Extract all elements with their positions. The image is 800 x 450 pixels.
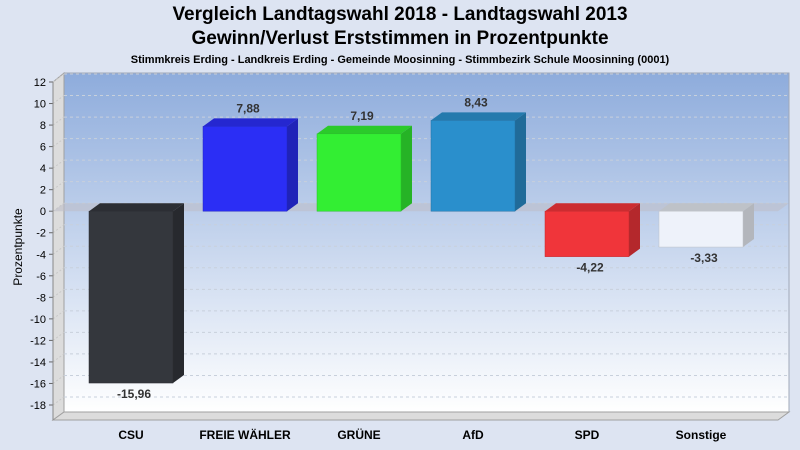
y-tick-label: -4: [36, 249, 46, 261]
bar-top: [431, 112, 526, 121]
data-label: 8,43: [464, 95, 488, 109]
bar-sonstige: [658, 210, 744, 248]
data-label: 7,88: [236, 101, 260, 115]
data-label: -4,22: [576, 261, 604, 275]
y-tick-label: -6: [36, 271, 46, 283]
y-tick-label: 6: [40, 142, 46, 154]
y-tick-label: -18: [30, 400, 46, 412]
y-tick-label: 12: [34, 77, 46, 89]
x-tick-label: CSU: [118, 428, 143, 442]
y-tick-label: -2: [36, 228, 46, 240]
x-tick-label: Sonstige: [676, 428, 727, 442]
y-tick-label: -14: [30, 357, 46, 369]
chart-title: Vergleich Landtagswahl 2018 - Landtagswa…: [172, 4, 628, 25]
bar-csu: [88, 210, 174, 384]
y-tick-label: 4: [40, 163, 46, 175]
y-tick-label: -10: [30, 314, 46, 326]
y-tick-label: 2: [40, 185, 46, 197]
left-wall: [52, 71, 65, 421]
bar-side: [173, 203, 184, 384]
bar-side: [629, 203, 640, 257]
floor: [51, 411, 791, 421]
data-label: -3,33: [690, 251, 718, 265]
bar-top: [203, 118, 298, 127]
x-tick-label: FREIE WÄHLER: [199, 427, 291, 442]
bar-freie-wähler: [202, 126, 288, 212]
y-tick-label: -12: [30, 335, 46, 347]
bar-top: [89, 203, 184, 212]
bar-grüne: [316, 133, 402, 212]
y-tick-label: -8: [36, 292, 46, 304]
bar-top: [545, 203, 640, 212]
bar-side: [287, 118, 298, 212]
y-tick-label: 10: [34, 99, 46, 111]
chart-subsubtitle: Stimmkreis Erding - Landkreis Erding - G…: [130, 54, 670, 66]
data-label: -15,96: [117, 387, 151, 401]
y-tick-label: 0: [40, 206, 46, 218]
x-tick-label: AfD: [462, 428, 484, 442]
bar-afd: [430, 120, 516, 212]
x-tick-label: GRÜNE: [337, 427, 380, 442]
bar-side: [401, 125, 412, 212]
data-label: 7,19: [350, 109, 374, 123]
y-axis-label: Prozentpunkte: [11, 208, 25, 286]
y-tick-label: 8: [40, 120, 46, 132]
bar-spd: [544, 210, 630, 257]
bar-top: [317, 125, 412, 134]
x-tick-label: SPD: [575, 428, 600, 442]
y-tick-label: -16: [30, 378, 46, 390]
bar-side: [743, 203, 754, 248]
bar-top: [659, 203, 754, 212]
chart-subtitle: Gewinn/Verlust Erststimmen in Prozentpun…: [191, 28, 609, 49]
bar-side: [515, 112, 526, 212]
